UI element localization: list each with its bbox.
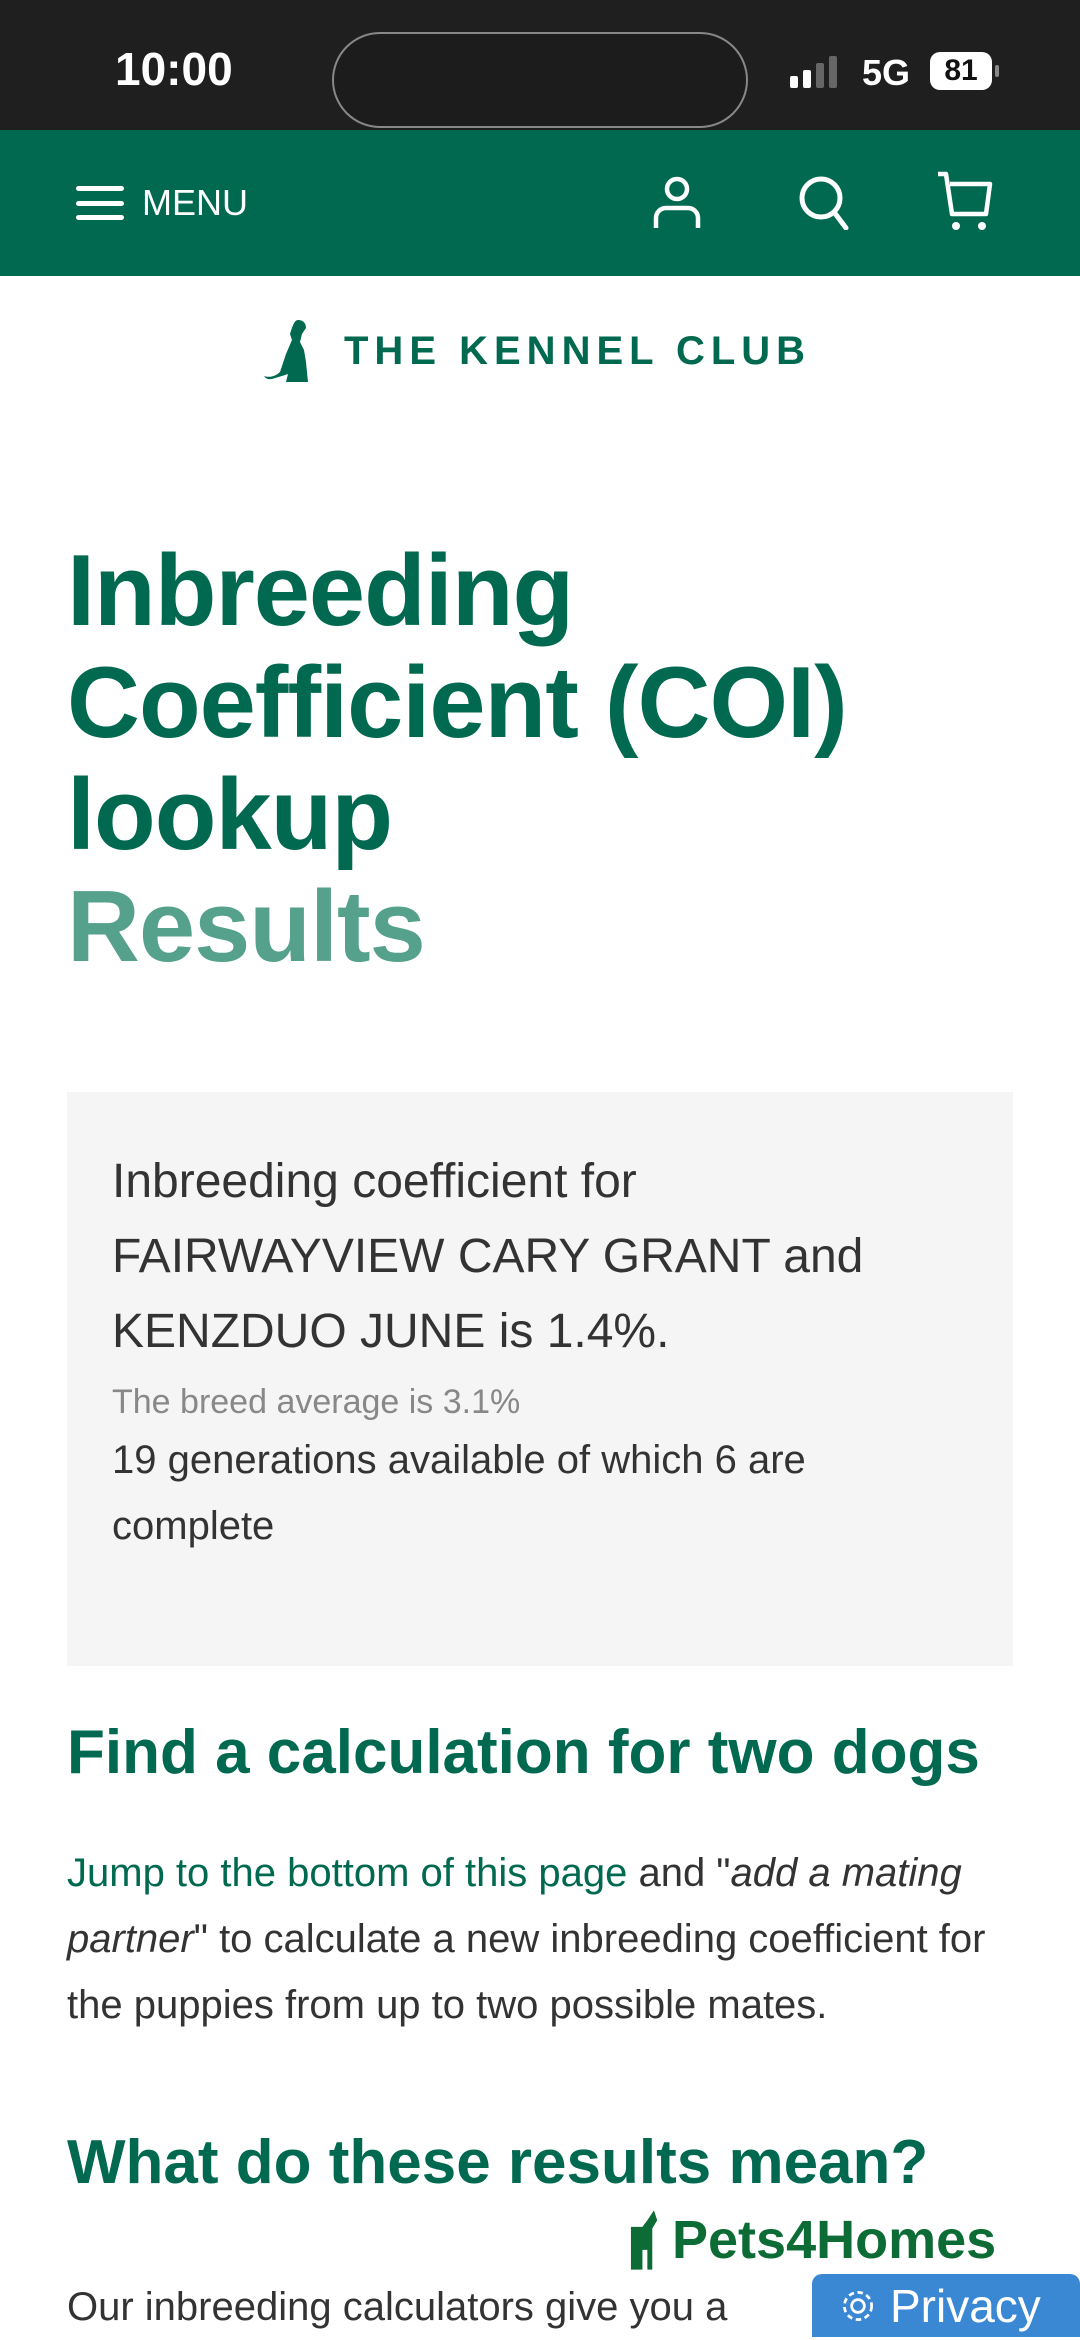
gear-icon (843, 2290, 873, 2321)
section-heading-two-dogs: Find a calculation for two dogs (67, 1718, 980, 1787)
breed-average: The breed average is 3.1% (112, 1383, 521, 1421)
two-dogs-paragraph: Jump to the bottom of this page and "add… (67, 1851, 986, 2027)
coi-result: Inbreeding coefficient for FAIRWAYVIEW C… (112, 1155, 864, 1358)
result-panel: Inbreeding coefficient for FAIRWAYVIEW C… (67, 1092, 1013, 1666)
page-subtitle: Results (67, 871, 426, 983)
privacy-button[interactable]: Privacy (812, 2274, 1080, 2337)
hamburger-icon (76, 186, 124, 220)
account-icon[interactable] (650, 174, 704, 230)
dynamic-island (332, 32, 748, 128)
menu-button[interactable]: MENU (76, 182, 248, 224)
jump-to-bottom-link[interactable]: Jump to the bottom of this page (67, 1851, 628, 1895)
dog-logo-icon (264, 320, 308, 382)
page-title: Inbreeding Coefficient (COI) lookup Resul… (67, 535, 1027, 983)
logo-text: THE KENNEL CLUB (344, 328, 812, 373)
menu-label: MENU (142, 182, 248, 223)
network-type: 5G (862, 52, 911, 93)
cart-icon[interactable] (936, 170, 998, 232)
generations-info: 19 generations available of which 6 are … (112, 1438, 806, 1548)
site-header: MENU (0, 130, 1080, 276)
pets4homes-watermark: Pets4Homes (626, 2204, 996, 2270)
signal-icon (790, 56, 837, 88)
search-icon[interactable] (796, 174, 852, 230)
pets4homes-logo-icon (630, 2210, 658, 2270)
section-heading-results-meaning: What do these results mean? (67, 2128, 929, 2197)
kennel-club-logo[interactable]: THE KENNEL CLUB (262, 318, 811, 384)
status-bar: 10:00 5G 81 (0, 0, 1080, 130)
clock: 10:00 (115, 43, 233, 95)
battery-icon: 81 (930, 52, 999, 90)
results-meaning-paragraph: Our inbreeding calculators give you a (67, 2285, 728, 2329)
